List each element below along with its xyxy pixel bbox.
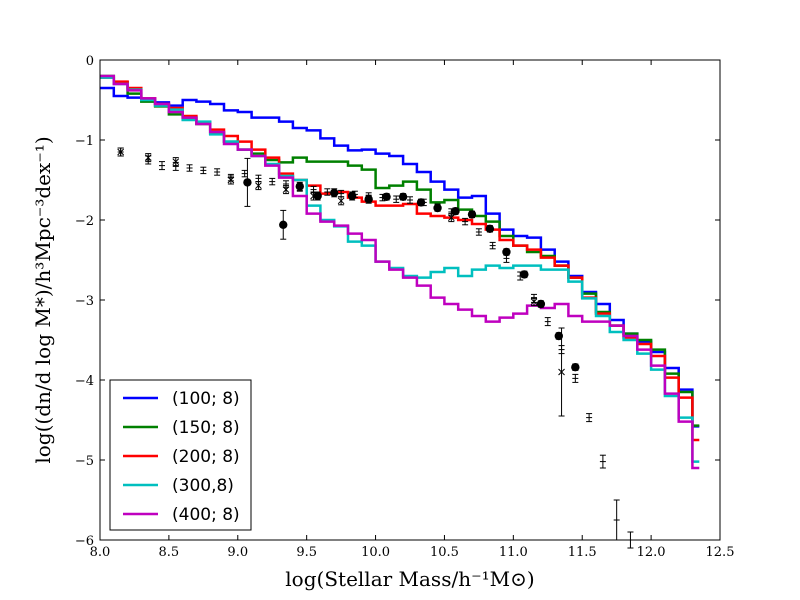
legend-label-2: (150; 8) [172, 418, 240, 438]
obs-circle-marker-16 [520, 270, 529, 279]
obs-circle-marker-3 [295, 182, 304, 191]
obs-circle-marker-2 [279, 220, 288, 229]
obs-x-marker-11 [558, 368, 565, 376]
obs-circle-marker-9 [398, 192, 408, 201]
x-tick-label: 10.5 [430, 545, 459, 560]
obs-circle-marker-4 [313, 191, 322, 201]
y-tick-label: −3 [75, 294, 94, 309]
obs-circle-marker-13 [467, 210, 477, 219]
obs-x-marker-2 [144, 154, 152, 161]
obs-x-marker-5 [255, 182, 262, 189]
obs-circle-marker-5 [330, 188, 339, 197]
x-axis-label: log(Stellar Mass/h⁻¹M⊙) [285, 567, 534, 591]
obs-x-marker-3 [172, 158, 180, 165]
obs-circle-marker-10 [416, 198, 426, 207]
x-tick-label: 8.0 [90, 545, 111, 560]
x-tick-label: 9.0 [227, 545, 248, 560]
x-tick-label: 12.0 [637, 545, 666, 560]
obs-circle-marker-11 [433, 203, 442, 213]
obs-circle-marker-1 [243, 178, 252, 187]
x-tick-label: 9.5 [296, 545, 317, 560]
obs-circle-marker-6 [347, 191, 357, 201]
x-tick-label: 8.5 [159, 545, 180, 560]
obs-x-marker-1 [117, 148, 125, 156]
obs-circle-marker-17 [536, 299, 546, 309]
obs-x-marker-10 [530, 298, 538, 305]
ticks-layer [99, 59, 721, 541]
series-line-1 [100, 86, 700, 428]
obs-circle-marker-18 [554, 331, 563, 341]
obs-circle-marker-19 [571, 363, 580, 372]
y-tick-label: 0 [86, 54, 94, 69]
x-tick-label: 12.5 [706, 545, 735, 560]
obs-circle-marker-14 [485, 224, 495, 233]
series-line-5 [100, 74, 700, 470]
legend-label-1: (100; 8) [172, 389, 240, 409]
series-line-4 [100, 76, 700, 463]
observations-layer [117, 147, 634, 549]
obs-x-marker-6 [282, 186, 290, 193]
x-tick-labels: 8.0 8.5 9.0 9.5 10.0 10.5 11.0 11.5 12.0 12.5 [90, 545, 735, 560]
obs-x-marker-4 [227, 176, 235, 184]
y-tick-label: −5 [75, 454, 94, 469]
obs-circle-marker-7 [364, 195, 373, 204]
legend-label-5: (400; 8) [172, 505, 240, 525]
y-tick-label: −6 [75, 534, 94, 549]
y-tick-label: −1 [75, 134, 94, 149]
obs-x-marker-8 [337, 197, 345, 205]
obs-circle-marker-12 [451, 207, 460, 216]
legend-label-3: (200; 8) [172, 447, 240, 467]
obs-circle-marker-8 [382, 192, 391, 201]
y-tick-labels: 0 −1 −2 −3 −4 −5 −6 [75, 54, 94, 549]
series-layer [100, 74, 700, 470]
y-tick-label: −4 [75, 374, 94, 389]
x-tick-label: 11.0 [499, 545, 528, 560]
y-tick-label: −2 [75, 214, 94, 229]
legend-label-4: (300,8) [172, 476, 234, 496]
legend: (100; 8) (150; 8) (200; 8) (300,8) (400; 8) [109, 379, 252, 531]
y-axis-label: log((dn/d log M*)/h³Mpc⁻³dex⁻¹) [31, 136, 55, 463]
x-tick-label: 10.0 [361, 545, 390, 560]
obs-x-marker-9 [447, 214, 455, 221]
obs-circle-marker-15 [502, 247, 511, 257]
x-tick-label: 11.5 [568, 545, 597, 560]
